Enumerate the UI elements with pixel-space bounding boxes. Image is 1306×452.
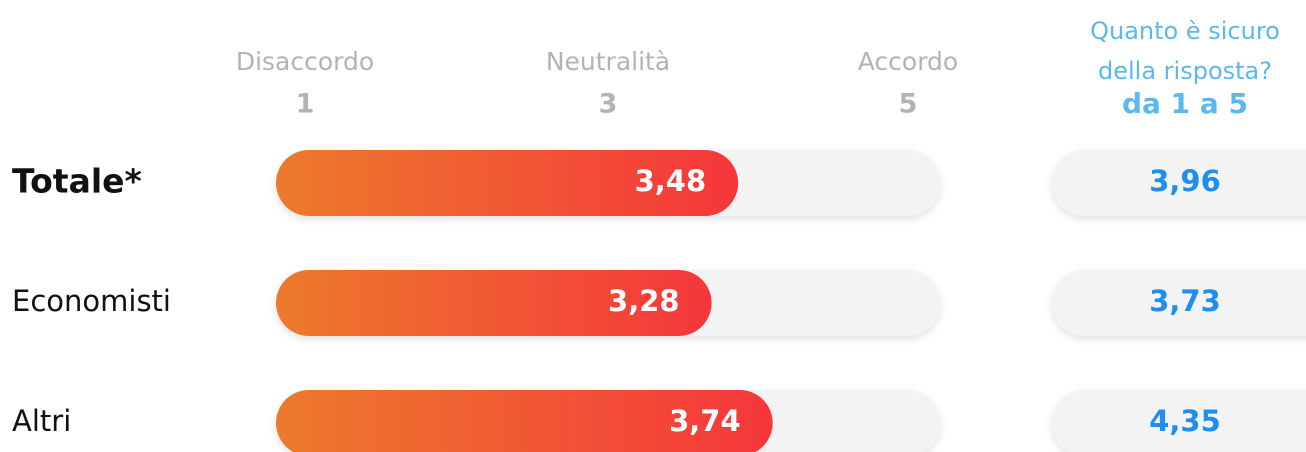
row-label: Totale* xyxy=(12,162,142,201)
bar xyxy=(276,150,739,216)
scale-name: Accordo xyxy=(858,47,958,76)
bar xyxy=(276,390,773,452)
confidence-pill xyxy=(1052,390,1306,452)
bar-value-label: 3,74 xyxy=(669,404,741,438)
row-label: Economisti xyxy=(12,284,171,318)
scale-value: 3 xyxy=(599,89,618,120)
confidence-value: 4,35 xyxy=(1149,404,1221,438)
confidence-value: 3,73 xyxy=(1149,284,1221,318)
confidence-title: Quanto è sicuro xyxy=(1090,17,1280,45)
bar-value-label: 3,28 xyxy=(608,284,680,318)
bar-value-label: 3,48 xyxy=(635,164,707,198)
confidence-title: della risposta? xyxy=(1098,57,1272,85)
scale-value: 1 xyxy=(296,89,315,120)
confidence-pill xyxy=(1052,150,1306,216)
bar xyxy=(276,270,712,336)
confidence-pill xyxy=(1052,270,1306,336)
confidence-value: 3,96 xyxy=(1149,164,1221,198)
row-label: Altri xyxy=(12,404,71,438)
confidence-range: da 1 a 5 xyxy=(1122,87,1248,120)
scale-name: Neutralità xyxy=(546,47,670,76)
scale-name: Disaccordo xyxy=(236,47,374,76)
scale-value: 5 xyxy=(899,89,918,120)
